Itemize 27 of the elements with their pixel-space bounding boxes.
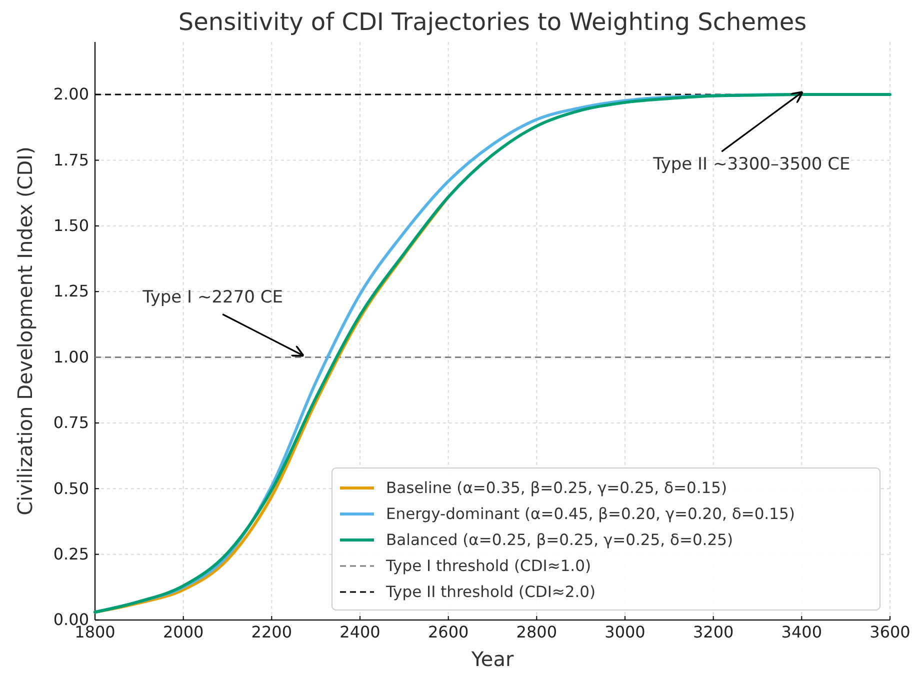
x-tick-label: 2400 [340, 622, 380, 642]
legend-label: Balanced (α=0.25, β=0.25, γ=0.25, δ=0.25) [386, 531, 734, 549]
y-tick-label: 0.25 [53, 544, 89, 564]
x-tick-label: 2800 [516, 622, 558, 642]
legend-label: Type I threshold (CDI≈1.0) [385, 557, 592, 575]
y-tick-label: 1.00 [53, 347, 89, 366]
x-axis-title: Year [470, 647, 514, 671]
y-tick-label: 0.75 [53, 413, 89, 432]
y-tick-label: 1.75 [53, 150, 89, 170]
legend-label: Baseline (α=0.35, β=0.25, γ=0.25, δ=0.15) [386, 479, 728, 497]
chart-title: Sensitivity of CDI Trajectories to Weighting Schemes [178, 8, 807, 36]
y-tick-label: 2.00 [53, 84, 89, 104]
x-tick-label: 2200 [251, 622, 292, 642]
x-tick-label: 3000 [604, 622, 646, 642]
annotation: Type I ~2270 CE [142, 287, 283, 308]
x-tick-label: 2600 [428, 622, 469, 642]
annotation: Type II ~3300–3500 CE [652, 154, 850, 175]
x-tick-label: 3600 [870, 622, 910, 642]
legend-label: Type II threshold (CDI≈2.0) [385, 583, 596, 601]
x-tick-label: 3200 [692, 622, 734, 642]
y-axis-title: Civilization Development Index (CDI) [13, 146, 37, 516]
x-tick-label: 2000 [162, 622, 204, 642]
y-tick-label: 1.25 [53, 282, 89, 301]
legend-label: Energy-dominant (α=0.45, β=0.20, γ=0.20, δ=0.15) [386, 505, 795, 523]
x-tick-label: 3400 [781, 622, 822, 642]
y-tick-label: 0.50 [53, 478, 89, 498]
y-tick-label: 1.50 [53, 216, 89, 236]
